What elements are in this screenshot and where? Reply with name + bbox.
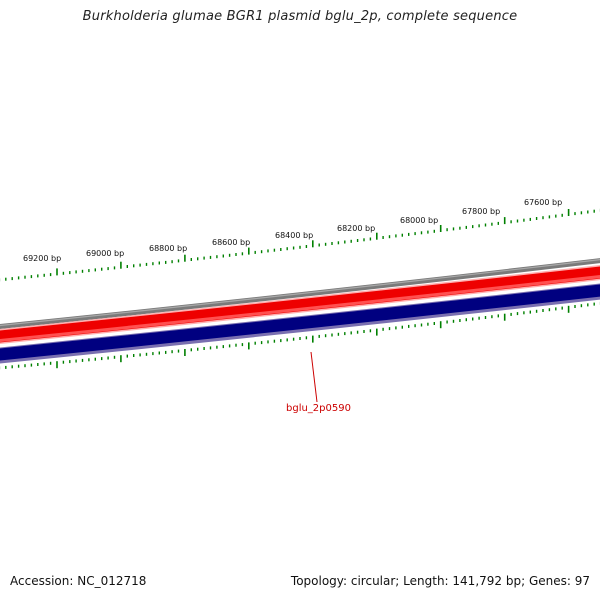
scale-label-68200: 68200 bp xyxy=(337,224,375,233)
scale-label-68400: 68400 bp xyxy=(275,231,313,240)
accession-text: Accession: NC_012718 xyxy=(10,574,147,588)
scale-label-69200: 69200 bp xyxy=(23,254,61,263)
scale-label-68600: 68600 bp xyxy=(212,238,250,247)
forward-strand-track xyxy=(0,266,600,343)
gene-label-bglu-2p0590: bglu_2p0590 xyxy=(286,403,351,414)
inner-scale-ticks xyxy=(0,301,600,370)
scale-label-69000: 69000 bp xyxy=(86,249,124,258)
gc-content-track-highlight xyxy=(0,258,600,327)
forward-strand-track-shade xyxy=(0,275,600,342)
outer-scale-labels: 69200 bp 69000 bp 68800 bp 68600 bp 6840… xyxy=(23,198,562,263)
scale-label-68000: 68000 bp xyxy=(400,216,438,225)
reverse-strand-track xyxy=(0,284,600,361)
gc-content-track xyxy=(0,258,600,330)
summary-text: Topology: circular; Length: 141,792 bp; … xyxy=(290,574,590,588)
outer-scale-ticks xyxy=(0,208,600,282)
map-title: Burkholderia glumae BGR1 plasmid bglu_2p… xyxy=(82,9,518,24)
gene-leader-line xyxy=(310,351,318,403)
scale-label-67600: 67600 bp xyxy=(524,198,562,207)
scale-label-68800: 68800 bp xyxy=(149,244,187,253)
scale-label-67800: 67800 bp xyxy=(462,207,500,216)
